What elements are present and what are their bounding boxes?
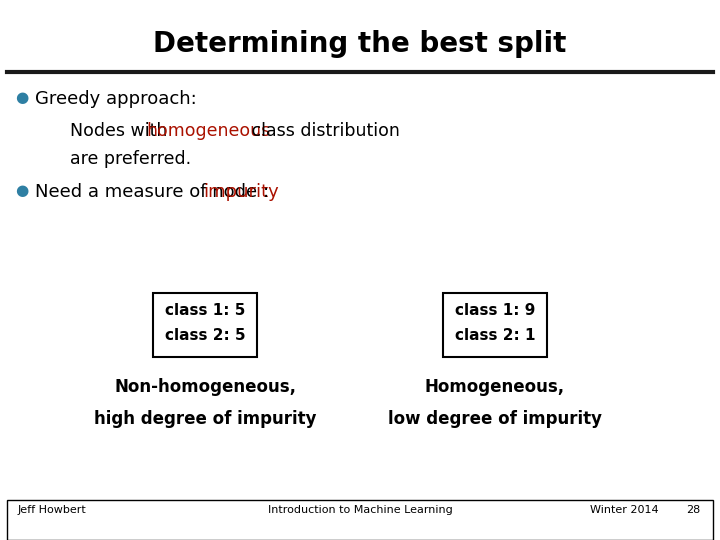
Text: Jeff Howbert: Jeff Howbert [18,505,86,515]
Text: Determining the best split: Determining the best split [153,30,567,58]
Text: Greedy approach:: Greedy approach: [35,90,197,108]
Text: Need a measure of node: Need a measure of node [35,183,263,201]
Text: class 1: 9: class 1: 9 [455,303,535,318]
Text: homogeneous: homogeneous [146,122,270,140]
Text: class 2: 1: class 2: 1 [455,328,535,343]
Text: Winter 2014: Winter 2014 [590,505,659,515]
Text: ●: ● [15,90,28,105]
Text: class distribution: class distribution [246,122,400,140]
FancyBboxPatch shape [153,293,257,357]
Text: low degree of impurity: low degree of impurity [388,410,602,428]
Text: high degree of impurity: high degree of impurity [94,410,316,428]
Text: Non-homogeneous,: Non-homogeneous, [114,378,296,396]
Text: ●: ● [15,183,28,198]
Text: Introduction to Machine Learning: Introduction to Machine Learning [268,505,452,515]
Text: Homogeneous,: Homogeneous, [425,378,565,396]
FancyBboxPatch shape [443,293,547,357]
Text: class 1: 5: class 1: 5 [165,303,246,318]
Text: :: : [263,183,269,201]
Text: impurity: impurity [203,183,279,201]
Text: Nodes with: Nodes with [70,122,173,140]
FancyBboxPatch shape [7,500,713,540]
Text: are preferred.: are preferred. [70,150,191,168]
Text: class 2: 5: class 2: 5 [165,328,246,343]
Text: 28: 28 [685,505,700,515]
